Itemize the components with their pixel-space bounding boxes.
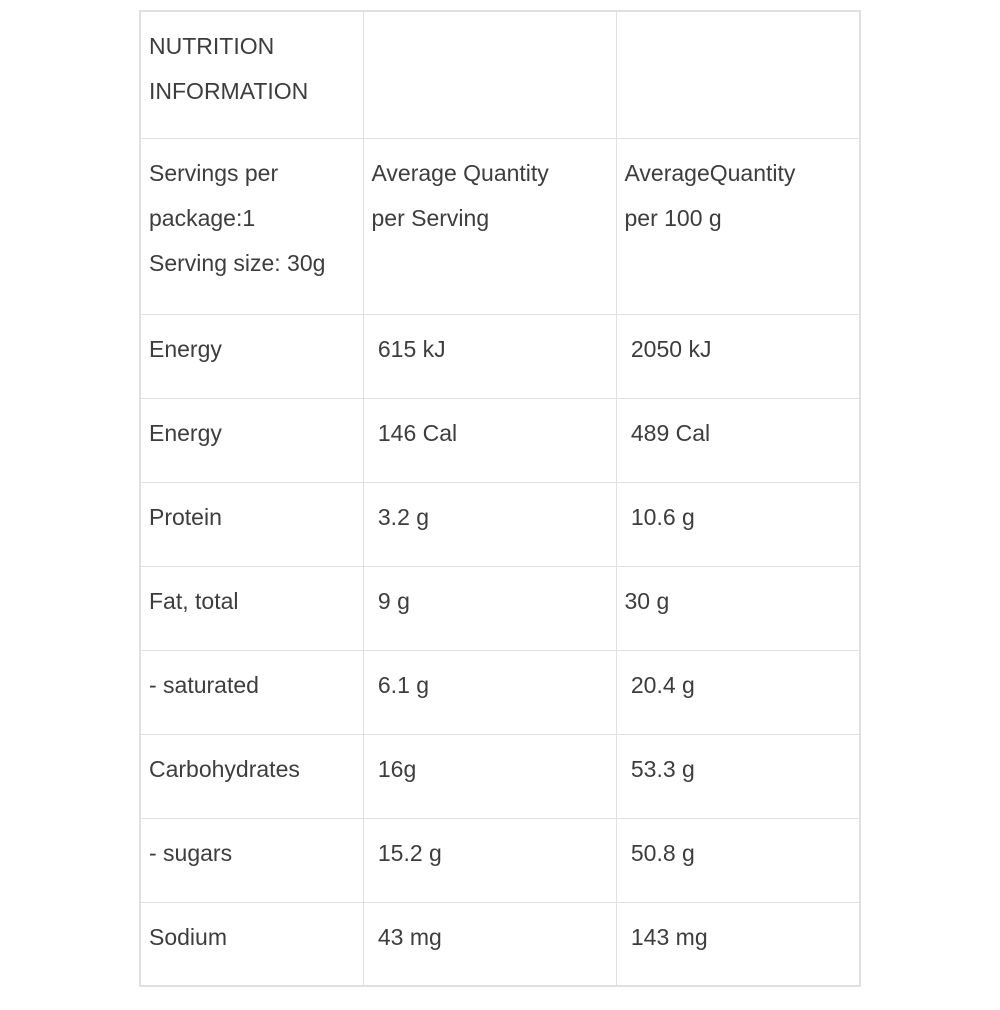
table-row: Fat, total 9 g 30 g [139,565,861,651]
title-row: NUTRITION INFORMATION [139,10,861,139]
table-row: - sugars 15.2 g 50.8 g [139,817,861,903]
per-serving-value-cell: 15.2 g [362,817,617,903]
per-serving-value-cell: 615 kJ [362,313,617,399]
per-serving-value-cell: 16g [362,733,617,819]
per-serving-value-cell: 43 mg [362,901,617,987]
per-100g-value-cell: 20.4 g [615,649,861,735]
per-100g-value-cell: 10.6 g [615,481,861,567]
nutrient-label-cell: - saturated [139,649,364,735]
header-row: Servings per package:1 Serving size: 30g… [139,137,861,315]
nutrient-label-cell: Sodium [139,901,364,987]
nutrient-label-cell: Protein [139,481,364,567]
per-serving-value-cell: 3.2 g [362,481,617,567]
title-empty-cell-2 [615,10,861,139]
per-serving-value-cell: 9 g [362,565,617,651]
title-empty-cell-1 [362,10,617,139]
per-100g-value-cell: 2050 kJ [615,313,861,399]
per-100g-value-cell: 30 g [615,565,861,651]
header-per-serving-cell: Average Quantity per Serving [362,137,617,315]
nutrient-label-cell: Energy [139,397,364,483]
table-row: Energy 615 kJ 2050 kJ [139,313,861,399]
per-100g-value-cell: 50.8 g [615,817,861,903]
table-row: Protein 3.2 g 10.6 g [139,481,861,567]
per-100g-value-cell: 143 mg [615,901,861,987]
per-serving-value-cell: 6.1 g [362,649,617,735]
table-row: Sodium 43 mg 143 mg [139,901,861,987]
per-100g-value-cell: 489 Cal [615,397,861,483]
nutrient-label-cell: Energy [139,313,364,399]
table-row: - saturated 6.1 g 20.4 g [139,649,861,735]
table-row: Energy 146 Cal 489 Cal [139,397,861,483]
per-serving-value-cell: 146 Cal [362,397,617,483]
header-per-100g-cell: AverageQuantity per 100 g [615,137,861,315]
nutrient-label-cell: Carbohydrates [139,733,364,819]
nutrient-label-cell: Fat, total [139,565,364,651]
table-title-cell: NUTRITION INFORMATION [139,10,364,139]
nutrition-table: NUTRITION INFORMATION Servings per packa… [139,10,861,987]
header-serving-info-cell: Servings per package:1 Serving size: 30g [139,137,364,315]
nutrient-label-cell: - sugars [139,817,364,903]
table-row: Carbohydrates 16g 53.3 g [139,733,861,819]
page: NUTRITION INFORMATION Servings per packa… [0,10,1000,1010]
per-100g-value-cell: 53.3 g [615,733,861,819]
